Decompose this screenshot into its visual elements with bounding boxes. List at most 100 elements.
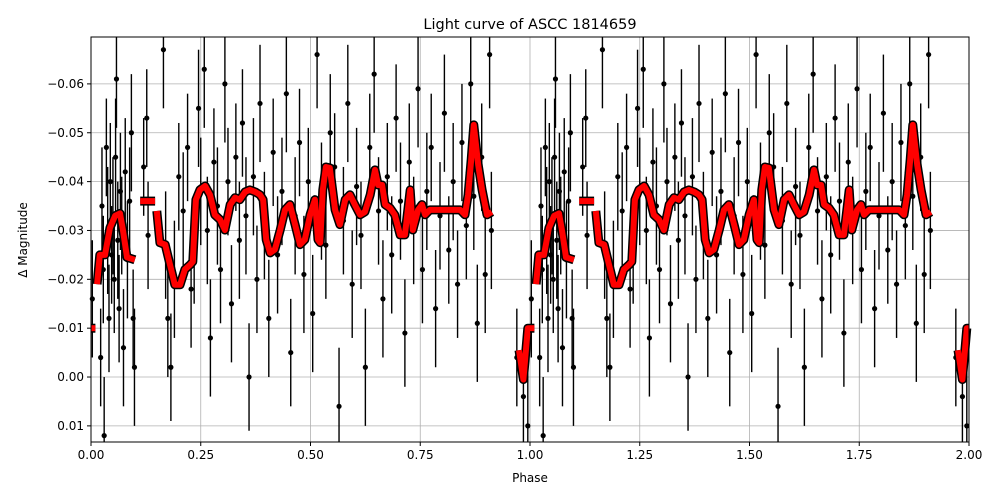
data-point: [122, 169, 128, 175]
data-point: [128, 130, 134, 136]
data-point: [678, 120, 685, 126]
data-point: [740, 271, 746, 278]
data-point: [393, 115, 399, 121]
data-point: [921, 271, 927, 278]
data-point: [828, 252, 834, 258]
data-point: [433, 306, 439, 312]
data-point: [546, 179, 552, 185]
data-point: [876, 213, 882, 219]
x-tick-label: 1.75: [846, 448, 873, 462]
data-point: [907, 81, 913, 87]
data-point: [384, 174, 390, 180]
data-point: [243, 213, 249, 219]
binned-curve: [533, 210, 575, 285]
data-point: [454, 281, 461, 287]
data-point: [528, 296, 534, 302]
data-point: [554, 237, 560, 243]
y-tick-label: −0.01: [47, 321, 84, 335]
data-point: [583, 115, 589, 121]
data-point: [314, 51, 320, 58]
data-point: [397, 198, 404, 204]
y-tick-label: −0.06: [47, 77, 84, 91]
data-point: [131, 364, 138, 370]
data-point: [889, 179, 895, 185]
data-point: [927, 227, 933, 234]
data-point: [788, 281, 794, 287]
data-point: [250, 174, 257, 180]
data-point: [450, 179, 456, 185]
data-point: [441, 110, 447, 116]
x-tick-label: 0.25: [187, 448, 214, 462]
data-point: [207, 335, 214, 341]
data-point: [233, 154, 239, 160]
data-point: [551, 154, 558, 160]
data-point: [310, 310, 316, 317]
binned-curve: [516, 325, 531, 383]
data-point: [345, 100, 351, 107]
data-point: [217, 266, 224, 273]
data-point: [836, 198, 843, 204]
data-point: [375, 208, 382, 214]
data-point: [283, 91, 289, 97]
data-point: [406, 159, 412, 165]
data-point: [762, 242, 768, 248]
data-point: [160, 47, 167, 53]
data-point: [607, 364, 613, 370]
data-point: [120, 345, 127, 351]
data-point: [784, 100, 790, 107]
data-point: [184, 144, 191, 151]
data-point: [380, 296, 386, 302]
data-point: [204, 227, 210, 234]
data-point: [727, 349, 733, 356]
chart-title: Light curve of ASCC 1814659: [423, 17, 636, 33]
data-point: [561, 169, 567, 175]
data-point: [705, 315, 711, 321]
y-tick-label: −0.03: [47, 223, 84, 237]
data-point: [228, 301, 235, 307]
data-point: [288, 349, 294, 356]
data-point: [667, 301, 674, 307]
data-point: [111, 276, 117, 282]
data-point: [482, 271, 488, 278]
data-point: [116, 306, 122, 312]
data-point: [685, 374, 691, 380]
data-point: [640, 66, 646, 72]
data-point: [599, 47, 606, 53]
data-point: [327, 130, 333, 136]
data-point: [537, 354, 543, 361]
data-point: [266, 315, 272, 321]
data-point: [880, 110, 886, 116]
x-axis-label: Phase: [512, 471, 548, 485]
data-point: [437, 213, 443, 219]
data-point: [415, 86, 421, 92]
data-point: [661, 81, 667, 87]
data-point: [89, 296, 95, 302]
data-point: [428, 144, 434, 151]
data-point: [926, 51, 932, 58]
data-point: [371, 71, 377, 77]
data-point: [103, 144, 109, 151]
data-point: [353, 183, 360, 190]
y-tick-label: −0.04: [47, 175, 84, 189]
data-point: [646, 335, 653, 341]
data-point: [520, 393, 527, 400]
data-point: [823, 174, 829, 180]
data-point: [775, 403, 781, 409]
data-point: [305, 179, 311, 185]
data-point: [239, 120, 246, 126]
data-point: [246, 374, 252, 380]
data-point: [749, 310, 755, 317]
data-point: [279, 188, 285, 194]
data-point: [841, 330, 847, 336]
data-point: [180, 208, 186, 214]
data-point: [168, 364, 174, 370]
data-point: [801, 364, 807, 370]
data-point: [814, 208, 821, 214]
data-point: [675, 237, 681, 243]
data-point: [792, 183, 799, 190]
data-point: [672, 154, 678, 160]
data-point: [525, 423, 531, 429]
data-point: [367, 144, 373, 151]
data-point: [323, 242, 329, 248]
data-point: [615, 174, 621, 180]
